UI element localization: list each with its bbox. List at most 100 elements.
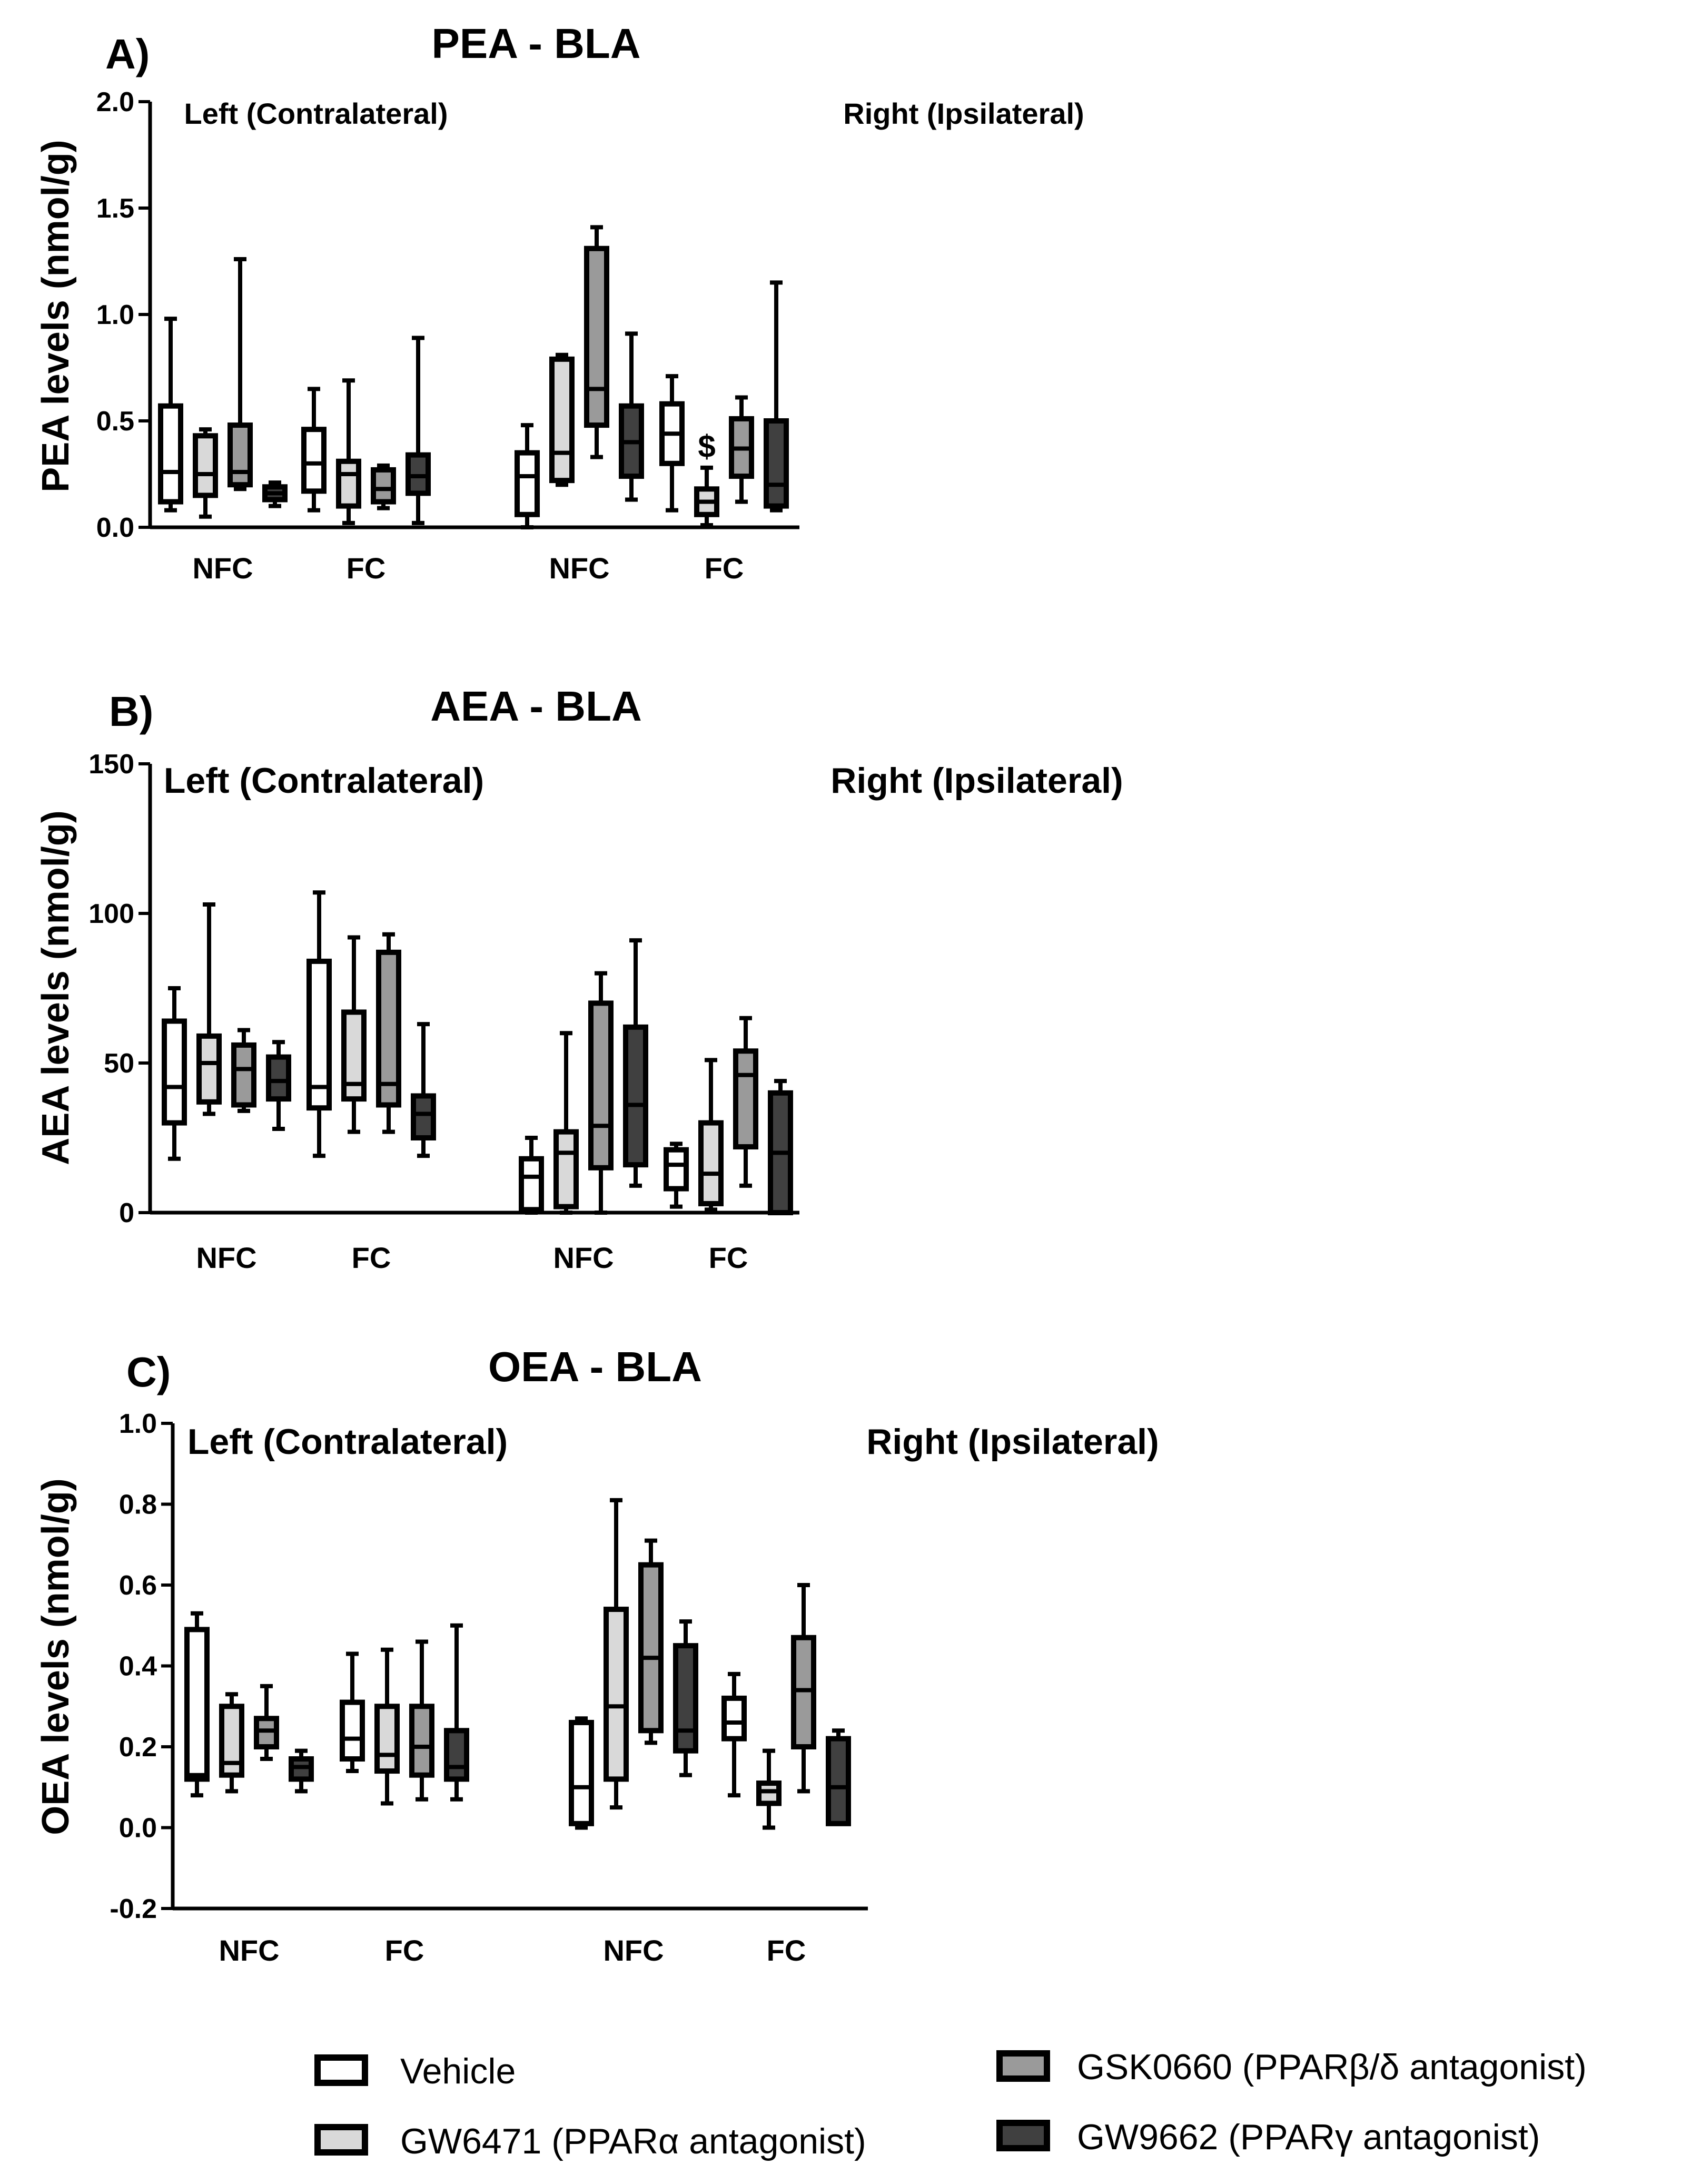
panel-letter: C) xyxy=(126,1349,171,1395)
box-body xyxy=(549,356,575,484)
y-axis-title: PEA levels (nmol/g) xyxy=(35,140,77,492)
box-body xyxy=(664,1147,689,1192)
box-body xyxy=(623,1024,648,1168)
box-gw6471 xyxy=(341,935,367,1134)
box-gw9662 xyxy=(826,1728,851,1826)
box-vehicle xyxy=(306,890,332,1158)
box-gw9662 xyxy=(406,336,431,525)
box-body xyxy=(638,1562,664,1734)
box-gsk0660 xyxy=(638,1538,664,1745)
panel-title: OEA - BLA xyxy=(488,1343,702,1390)
box-body xyxy=(301,427,327,494)
box-body xyxy=(184,1627,210,1782)
y-tick-label: 150 xyxy=(88,749,134,780)
box-body xyxy=(411,1093,436,1140)
box-body xyxy=(406,452,431,496)
group-label: FC xyxy=(347,552,386,585)
y-axis-title: OEA levels (nmol/g) xyxy=(35,1478,77,1835)
box-body xyxy=(231,1042,256,1108)
box-gsk0660 xyxy=(376,932,401,1134)
box-gsk0660 xyxy=(409,1639,434,1802)
box-gw6471 xyxy=(219,1692,244,1794)
box-body xyxy=(569,1719,594,1826)
panel-a: A) PEA - BLA Left (Contralateral) Right (Ip… xyxy=(35,20,1084,585)
y-tick-label: 2.0 xyxy=(96,87,134,117)
box-gw6471 xyxy=(196,902,222,1116)
box-body xyxy=(553,1129,579,1209)
box-body xyxy=(376,949,401,1108)
box-gw6471 xyxy=(756,1748,782,1830)
y-tick-label: 1.0 xyxy=(96,300,134,330)
box-body xyxy=(228,422,253,488)
legend-item-gw9662: GW9662 (PPARγ antagonist) xyxy=(996,2117,1540,2157)
box-body xyxy=(519,1156,544,1213)
group-label: NFC xyxy=(219,1934,279,1967)
box-gsk0660 xyxy=(584,225,609,459)
box-gsk0660 xyxy=(228,257,253,491)
y-tick-label: 0.6 xyxy=(119,1570,157,1601)
panel-letter: A) xyxy=(105,31,150,77)
box-vehicle xyxy=(519,1136,544,1215)
group-label: FC xyxy=(352,1241,391,1274)
legend-swatch-vehicle xyxy=(314,2054,368,2086)
box-body xyxy=(306,958,332,1111)
box-vehicle xyxy=(184,1611,210,1798)
panel-title: AEA - BLA xyxy=(430,683,641,730)
legend-swatch-gw6471 xyxy=(314,2124,368,2156)
box-gw9662 xyxy=(619,331,644,502)
panel-b: B) AEA - BLA Left (Contralateral) Right (Ip… xyxy=(35,683,1123,1274)
box-body xyxy=(826,1736,851,1826)
panel-c: C) OEA - BLA Left (Contralateral) Right (Ip… xyxy=(35,1343,1159,1967)
box-gw9662 xyxy=(266,1040,291,1131)
panel-title: PEA - BLA xyxy=(431,20,640,67)
box-body xyxy=(374,1704,400,1774)
group-label: FC xyxy=(709,1241,748,1274)
box-vehicle xyxy=(664,1142,689,1209)
box-gsk0660 xyxy=(588,971,614,1215)
box-gw6471 xyxy=(193,427,218,519)
side-label: Right (Ipsilateral) xyxy=(830,761,1123,801)
y-tick-label: -0.2 xyxy=(110,1894,157,1924)
box-vehicle xyxy=(162,986,187,1161)
box-gsk0660 xyxy=(254,1684,279,1762)
legend-item-gw6471: GW6471 (PPARα antagonist) xyxy=(314,2121,866,2161)
box-body xyxy=(733,1048,758,1150)
box-body xyxy=(444,1728,469,1782)
y-tick-label: 1.5 xyxy=(96,193,134,224)
legend-label-vehicle: Vehicle xyxy=(400,2051,516,2091)
box-vehicle xyxy=(301,387,327,513)
significance-mark: $ xyxy=(698,429,715,464)
y-axis-title: AEA levels (nmol/g) xyxy=(35,810,77,1165)
side-label: Right (Ipsilateral) xyxy=(843,97,1084,130)
box-body xyxy=(266,1054,291,1102)
box-gw6471 xyxy=(374,1647,400,1806)
box-body xyxy=(588,1000,614,1170)
box-vehicle xyxy=(569,1716,594,1830)
box-gsk0660 xyxy=(729,395,754,504)
box-body xyxy=(196,1033,222,1105)
group-label: NFC xyxy=(603,1934,664,1967)
box-gsk0660 xyxy=(371,463,396,510)
box-body xyxy=(158,403,183,505)
box-body xyxy=(604,1607,629,1782)
box-gw6471 xyxy=(698,1058,724,1212)
legend: Vehicle GW6471 (PPARα antagonist) GSK066… xyxy=(314,2047,1587,2161)
legend-item-gsk0660: GSK0660 (PPARβ/δ antagonist) xyxy=(996,2047,1587,2087)
box-body xyxy=(371,467,396,505)
y-tick-label: 0.8 xyxy=(119,1490,157,1520)
box-body xyxy=(698,1120,724,1206)
legend-label-gw6471: GW6471 (PPARα antagonist) xyxy=(400,2121,866,2161)
box-body xyxy=(515,450,540,517)
box-gw9662 xyxy=(411,1022,436,1158)
box-body xyxy=(409,1704,434,1778)
y-tick-label: 1.0 xyxy=(119,1409,157,1439)
y-tick-label: 0.0 xyxy=(96,513,134,543)
y-tick-label: 0.2 xyxy=(119,1732,157,1763)
box-body xyxy=(584,245,609,428)
box-vehicle xyxy=(659,374,685,513)
y-tick-label: 0.0 xyxy=(119,1813,157,1844)
box-vehicle xyxy=(721,1671,747,1798)
box-body xyxy=(162,1018,187,1126)
y-tick-label: 100 xyxy=(88,899,134,929)
legend-swatch-gw9662 xyxy=(996,2120,1050,2151)
